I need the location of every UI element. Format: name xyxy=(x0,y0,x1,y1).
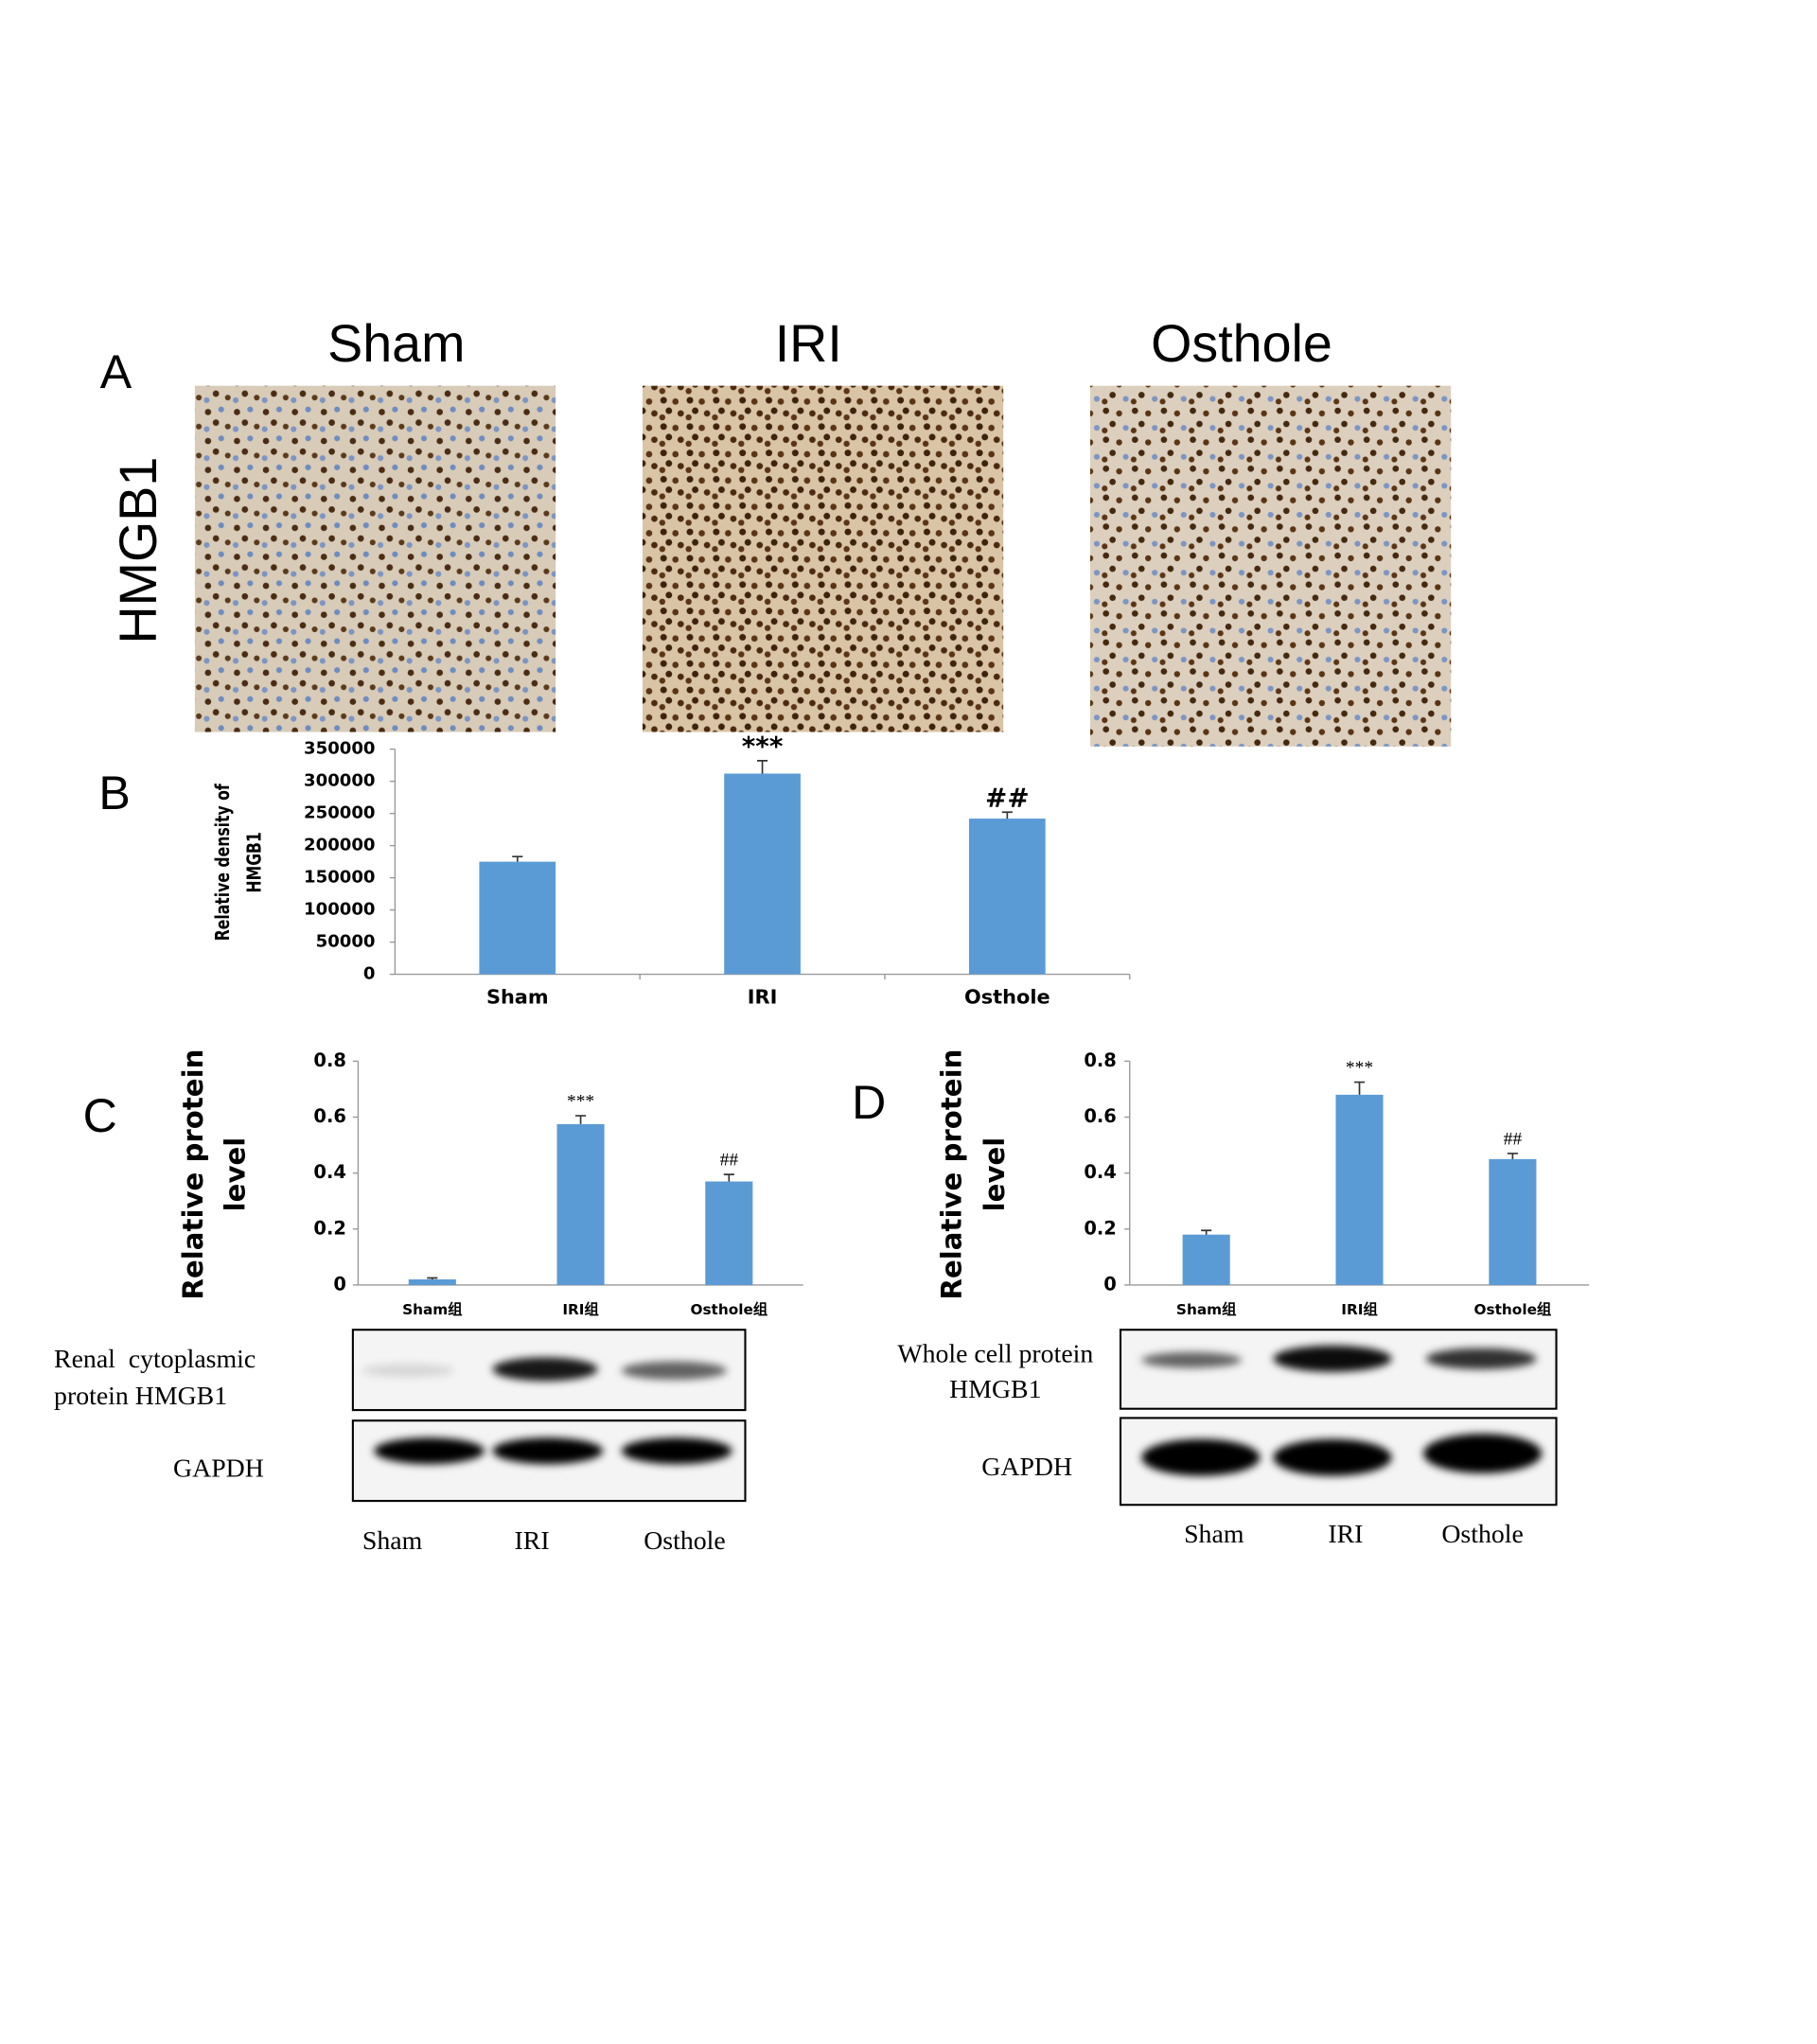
x-tick-label: IRI组 xyxy=(1341,1301,1377,1318)
lane-label: Sham xyxy=(1184,1520,1244,1549)
y-axis-label: Relative protein xyxy=(177,1049,209,1300)
band xyxy=(1141,1438,1261,1476)
y-tick-label: 0 xyxy=(363,964,376,984)
y-axis-label: HMGB1 xyxy=(243,832,266,892)
bar xyxy=(408,1279,456,1285)
lane-label: IRI xyxy=(1328,1520,1363,1549)
x-tick-label: Sham xyxy=(486,986,549,1009)
band xyxy=(1423,1434,1543,1473)
error-bar xyxy=(1001,811,1013,819)
panel-label: B xyxy=(98,766,130,819)
y-tick-label: 50000 xyxy=(316,932,376,952)
significance-label: ## xyxy=(720,1151,739,1171)
histology-image xyxy=(194,385,556,732)
band xyxy=(374,1437,485,1465)
x-tick-label: Osthole组 xyxy=(690,1301,767,1318)
column-title: Osthole xyxy=(1151,314,1332,373)
x-tick-label: Sham组 xyxy=(1176,1301,1236,1318)
blot-control-label: GAPDH xyxy=(173,1454,264,1483)
x-tick-label: Osthole xyxy=(964,986,1050,1009)
significance-label: *** xyxy=(1346,1058,1373,1078)
error-bar xyxy=(1353,1081,1366,1095)
error-bar xyxy=(427,1277,438,1279)
panel-label: C xyxy=(83,1089,117,1142)
y-tick-label: 300000 xyxy=(304,771,375,791)
y-tick-label: 100000 xyxy=(304,900,375,920)
significance-label: *** xyxy=(567,1092,594,1112)
y-tick-label: 350000 xyxy=(304,739,375,759)
y-tick-label: 0.6 xyxy=(313,1105,346,1127)
error-bar xyxy=(1201,1229,1212,1235)
lane-label: Sham xyxy=(362,1526,423,1556)
bar xyxy=(556,1123,605,1285)
blot-protein-label: HMGB1 xyxy=(949,1375,1041,1404)
blot-protein-label: Whole cell protein xyxy=(897,1339,1093,1368)
bar xyxy=(724,773,801,975)
band xyxy=(1425,1348,1537,1369)
y-tick-label: 0 xyxy=(1103,1273,1117,1295)
y-tick-label: 0 xyxy=(333,1273,346,1295)
y-axis-label: level xyxy=(219,1137,251,1212)
column-title: IRI xyxy=(775,314,842,373)
x-tick-label: Sham组 xyxy=(402,1301,462,1318)
y-tick-label: 0.6 xyxy=(1084,1105,1117,1127)
blot-protein-label: protein HMGB1 xyxy=(54,1382,227,1411)
band xyxy=(621,1361,727,1381)
lane-label: Osthole xyxy=(644,1526,726,1556)
error-bar xyxy=(575,1115,587,1124)
blot-c xyxy=(351,1329,747,1503)
blot-control-label: GAPDH xyxy=(981,1453,1072,1482)
bar xyxy=(479,861,556,975)
band xyxy=(1141,1351,1242,1368)
y-tick-label: 0.8 xyxy=(313,1049,346,1071)
significance-label: ## xyxy=(1504,1130,1523,1150)
x-tick-label: IRI xyxy=(748,986,778,1009)
band xyxy=(1273,1438,1392,1476)
blot-d xyxy=(1119,1329,1558,1507)
y-tick-label: 150000 xyxy=(304,868,375,888)
histology-image xyxy=(1090,385,1452,747)
error-bar xyxy=(512,855,523,862)
y-tick-label: 250000 xyxy=(304,803,375,823)
y-tick-label: 0.2 xyxy=(313,1217,346,1239)
bar xyxy=(705,1181,753,1285)
bar xyxy=(1489,1158,1537,1285)
band xyxy=(362,1364,454,1378)
y-tick-label: 0.8 xyxy=(1084,1049,1117,1071)
bar xyxy=(1335,1094,1384,1285)
bar xyxy=(1182,1234,1230,1285)
lane-label: IRI xyxy=(515,1526,550,1556)
blot-protein-label: Renal cytoplasmic xyxy=(54,1345,256,1374)
y-axis-label: Relative protein xyxy=(935,1049,967,1300)
bar xyxy=(969,819,1046,975)
band xyxy=(621,1437,732,1465)
x-tick-label: Osthole组 xyxy=(1474,1301,1552,1318)
significance-label: ## xyxy=(985,782,1030,813)
y-tick-label: 200000 xyxy=(304,836,375,855)
error-bar xyxy=(757,760,768,774)
y-axis-label: Relative density of xyxy=(212,783,235,941)
row-label: HMGB1 xyxy=(109,457,168,644)
significance-label: *** xyxy=(742,731,784,762)
band xyxy=(492,1437,604,1465)
y-tick-label: 0.4 xyxy=(313,1161,346,1183)
band xyxy=(1273,1345,1392,1372)
panel-label: A xyxy=(100,345,132,398)
column-title: Sham xyxy=(327,314,465,373)
band xyxy=(492,1357,598,1382)
x-tick-label: IRI组 xyxy=(562,1301,598,1318)
error-bar xyxy=(1507,1153,1518,1159)
y-tick-label: 0.2 xyxy=(1084,1217,1117,1239)
panel-label: D xyxy=(852,1076,886,1129)
y-tick-label: 0.4 xyxy=(1084,1161,1117,1183)
y-axis-label: level xyxy=(979,1137,1011,1212)
error-bar xyxy=(723,1173,734,1182)
lane-label: Osthole xyxy=(1441,1520,1524,1549)
histology-image xyxy=(642,385,1004,732)
